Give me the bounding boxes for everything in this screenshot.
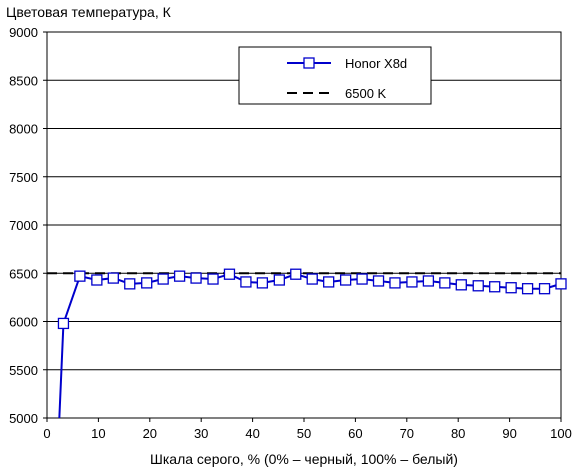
series-layer: [47, 268, 567, 419]
data-point: [489, 281, 501, 293]
y-tick-label: 7000: [9, 218, 38, 233]
legend-marker-honor: [303, 57, 315, 69]
y-tick-label: 5500: [9, 363, 38, 378]
data-point: [538, 283, 551, 295]
x-tick-label: 100: [550, 426, 572, 441]
data-point: [372, 275, 385, 287]
x-axis-label: Шкала серого, % (0% – черный, 100% – бел…: [150, 451, 458, 467]
data-point: [223, 268, 236, 280]
x-tick-label: 0: [43, 426, 50, 441]
x-tick-label: 70: [400, 426, 414, 441]
y-tick-label: 9000: [9, 25, 38, 40]
data-point: [472, 280, 484, 292]
y-tick-label: 7500: [9, 170, 38, 185]
data-point: [389, 277, 401, 289]
series-line-honor: [58, 273, 562, 419]
x-tick-label: 40: [245, 426, 259, 441]
data-point: [157, 273, 169, 285]
data-point: [57, 317, 70, 330]
x-tick-label: 20: [143, 426, 157, 441]
data-point: [439, 277, 451, 289]
data-point: [240, 276, 252, 288]
plot-frame: [46, 31, 562, 419]
legend-label-honor: Honor X8d: [345, 56, 407, 71]
x-axis-ticks: 0 10 20 30 40 50 60 70 80 90 100: [43, 418, 572, 441]
legend-box: [238, 46, 432, 105]
data-point: [207, 273, 219, 285]
data-point: [306, 273, 318, 285]
y-tick-label: 6500: [9, 266, 38, 281]
data-point: [505, 282, 517, 294]
x-tick-label: 60: [348, 426, 362, 441]
data-point: [124, 278, 136, 290]
x-tick-label: 10: [91, 426, 105, 441]
legend-label-6500k: 6500 K: [345, 86, 387, 101]
data-point: [521, 283, 534, 295]
x-tick-label: 30: [194, 426, 208, 441]
y-tick-label: 5000: [9, 411, 38, 426]
x-tick-label: 80: [451, 426, 465, 441]
data-point: [107, 272, 119, 284]
data-point: [74, 270, 86, 282]
data-point: [141, 277, 153, 289]
data-point: [273, 274, 285, 286]
data-point: [290, 268, 302, 280]
data-point: [555, 278, 567, 290]
y-tick-label: 8000: [9, 122, 38, 137]
y-axis-ticks: 5000 5500 6000 6500 7000 7500 8000 8500 9000: [9, 25, 47, 426]
legend: Honor X8d 6500 K: [238, 46, 432, 105]
data-point: [406, 276, 418, 288]
x-tick-label: 90: [502, 426, 516, 441]
y-tick-label: 6000: [9, 315, 38, 330]
data-point: [323, 276, 335, 288]
data-point: [91, 274, 103, 286]
data-point: [190, 272, 202, 284]
y-axis-label: Цветовая температура, К: [6, 4, 172, 20]
data-point: [422, 275, 435, 287]
data-point: [356, 273, 368, 285]
data-point: [256, 277, 269, 289]
data-point: [173, 270, 186, 282]
data-point: [339, 274, 352, 286]
y-tick-label: 8500: [9, 73, 38, 88]
x-tick-label: 50: [297, 426, 311, 441]
data-point: [455, 279, 467, 291]
